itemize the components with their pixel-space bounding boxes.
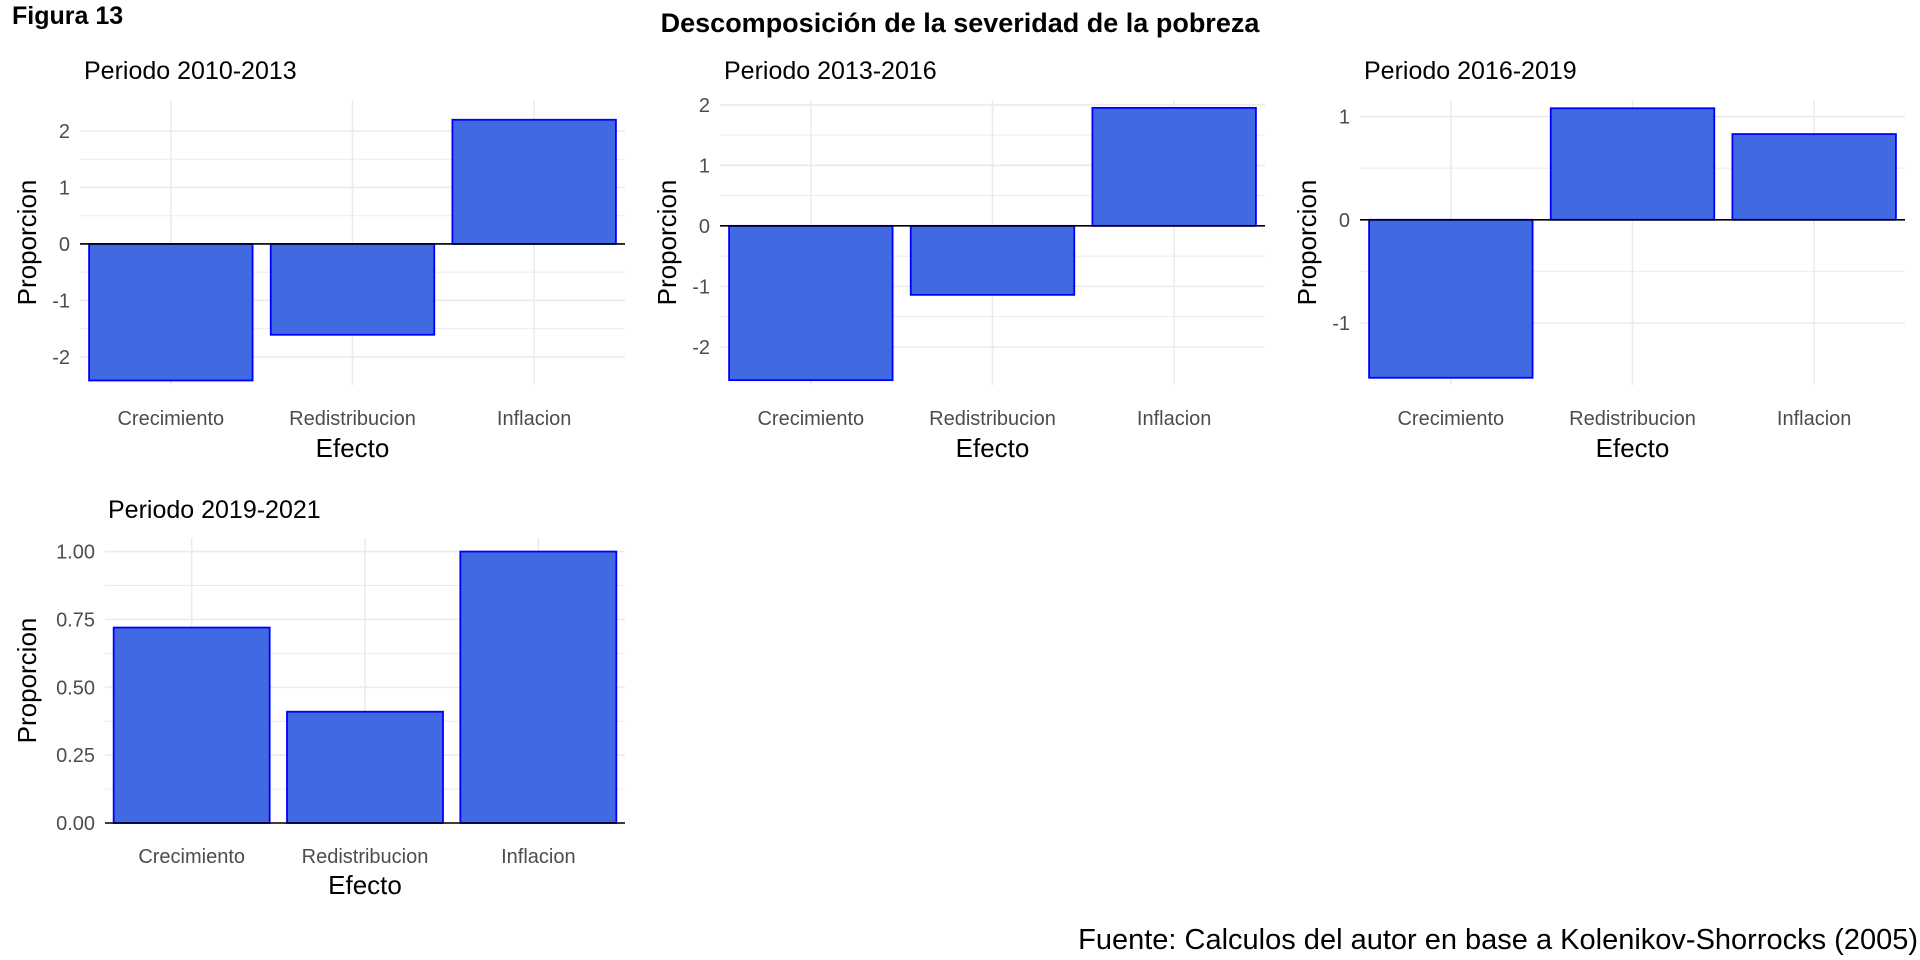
x-axis-title: Efecto	[316, 433, 390, 463]
x-axis-title: Efecto	[956, 433, 1030, 463]
y-tick-label: 1	[1339, 107, 1350, 129]
x-tick-label: Crecimiento	[757, 408, 864, 430]
bar-inflacion	[1091, 106, 1257, 227]
y-tick-label: -1	[692, 276, 710, 298]
x-tick-label: Crecimiento	[138, 846, 245, 868]
y-axis-title: Proporcion	[652, 180, 682, 306]
y-tick-label: 1.00	[56, 542, 95, 564]
panel-title: Periodo 2016-2019	[1364, 57, 1577, 85]
y-tick-label: 1	[59, 177, 70, 199]
bar-redistribucion	[269, 243, 436, 336]
panel-title: Periodo 2010-2013	[84, 57, 297, 85]
x-tick-label: Inflacion	[1777, 408, 1852, 430]
x-tick-label: Redistribucion	[929, 408, 1056, 430]
bar-crecimiento	[112, 626, 271, 824]
source-note: Fuente: Calculos del autor en base a Kol…	[1078, 924, 1918, 956]
x-axis-title: Efecto	[1596, 433, 1670, 463]
y-tick-label: -2	[52, 347, 70, 369]
panel-title: Periodo 2013-2016	[724, 57, 937, 85]
y-axis-title: Proporcion	[1292, 180, 1322, 306]
main-title: Descomposición de la severidad de la pob…	[660, 8, 1260, 38]
y-tick-label: 0.75	[56, 609, 95, 631]
figure-label: Figura 13	[12, 2, 124, 30]
x-axis-title: Efecto	[328, 870, 402, 900]
y-tick-label: -2	[692, 337, 710, 359]
x-tick-label: Redistribucion	[1569, 408, 1696, 430]
x-tick-label: Redistribucion	[289, 408, 416, 430]
y-tick-label: -1	[52, 290, 70, 312]
x-tick-label: Redistribucion	[302, 846, 429, 868]
x-tick-label: Inflacion	[497, 408, 572, 430]
bar-redistribucion	[286, 710, 444, 824]
bar-crecimiento	[88, 243, 254, 382]
y-tick-label: 2	[699, 95, 710, 117]
bar-redistribucion	[909, 224, 1076, 296]
y-tick-label: 0	[1339, 210, 1350, 232]
bar-inflacion	[451, 118, 617, 245]
bar-crecimiento	[728, 224, 894, 382]
x-tick-label: Inflacion	[501, 846, 576, 868]
y-axis-title: Proporcion	[12, 180, 42, 306]
y-tick-label: 2	[59, 121, 70, 143]
y-tick-label: -1	[1332, 313, 1350, 335]
bar-redistribucion	[1549, 107, 1716, 221]
bar-inflacion	[1731, 133, 1897, 221]
bar-crecimiento	[1368, 218, 1534, 379]
x-tick-label: Crecimiento	[1397, 408, 1504, 430]
y-tick-label: 0	[699, 216, 710, 238]
y-tick-label: 0.00	[56, 813, 95, 835]
y-tick-label: 0.50	[56, 677, 95, 699]
bar-inflacion	[459, 550, 618, 824]
y-axis-title: Proporcion	[12, 618, 42, 744]
panel-title: Periodo 2019-2021	[108, 496, 321, 524]
x-tick-label: Inflacion	[1137, 408, 1212, 430]
y-tick-label: 0.25	[56, 745, 95, 767]
y-tick-label: 1	[699, 155, 710, 177]
x-tick-label: Crecimiento	[117, 408, 224, 430]
y-tick-label: 0	[59, 234, 70, 256]
